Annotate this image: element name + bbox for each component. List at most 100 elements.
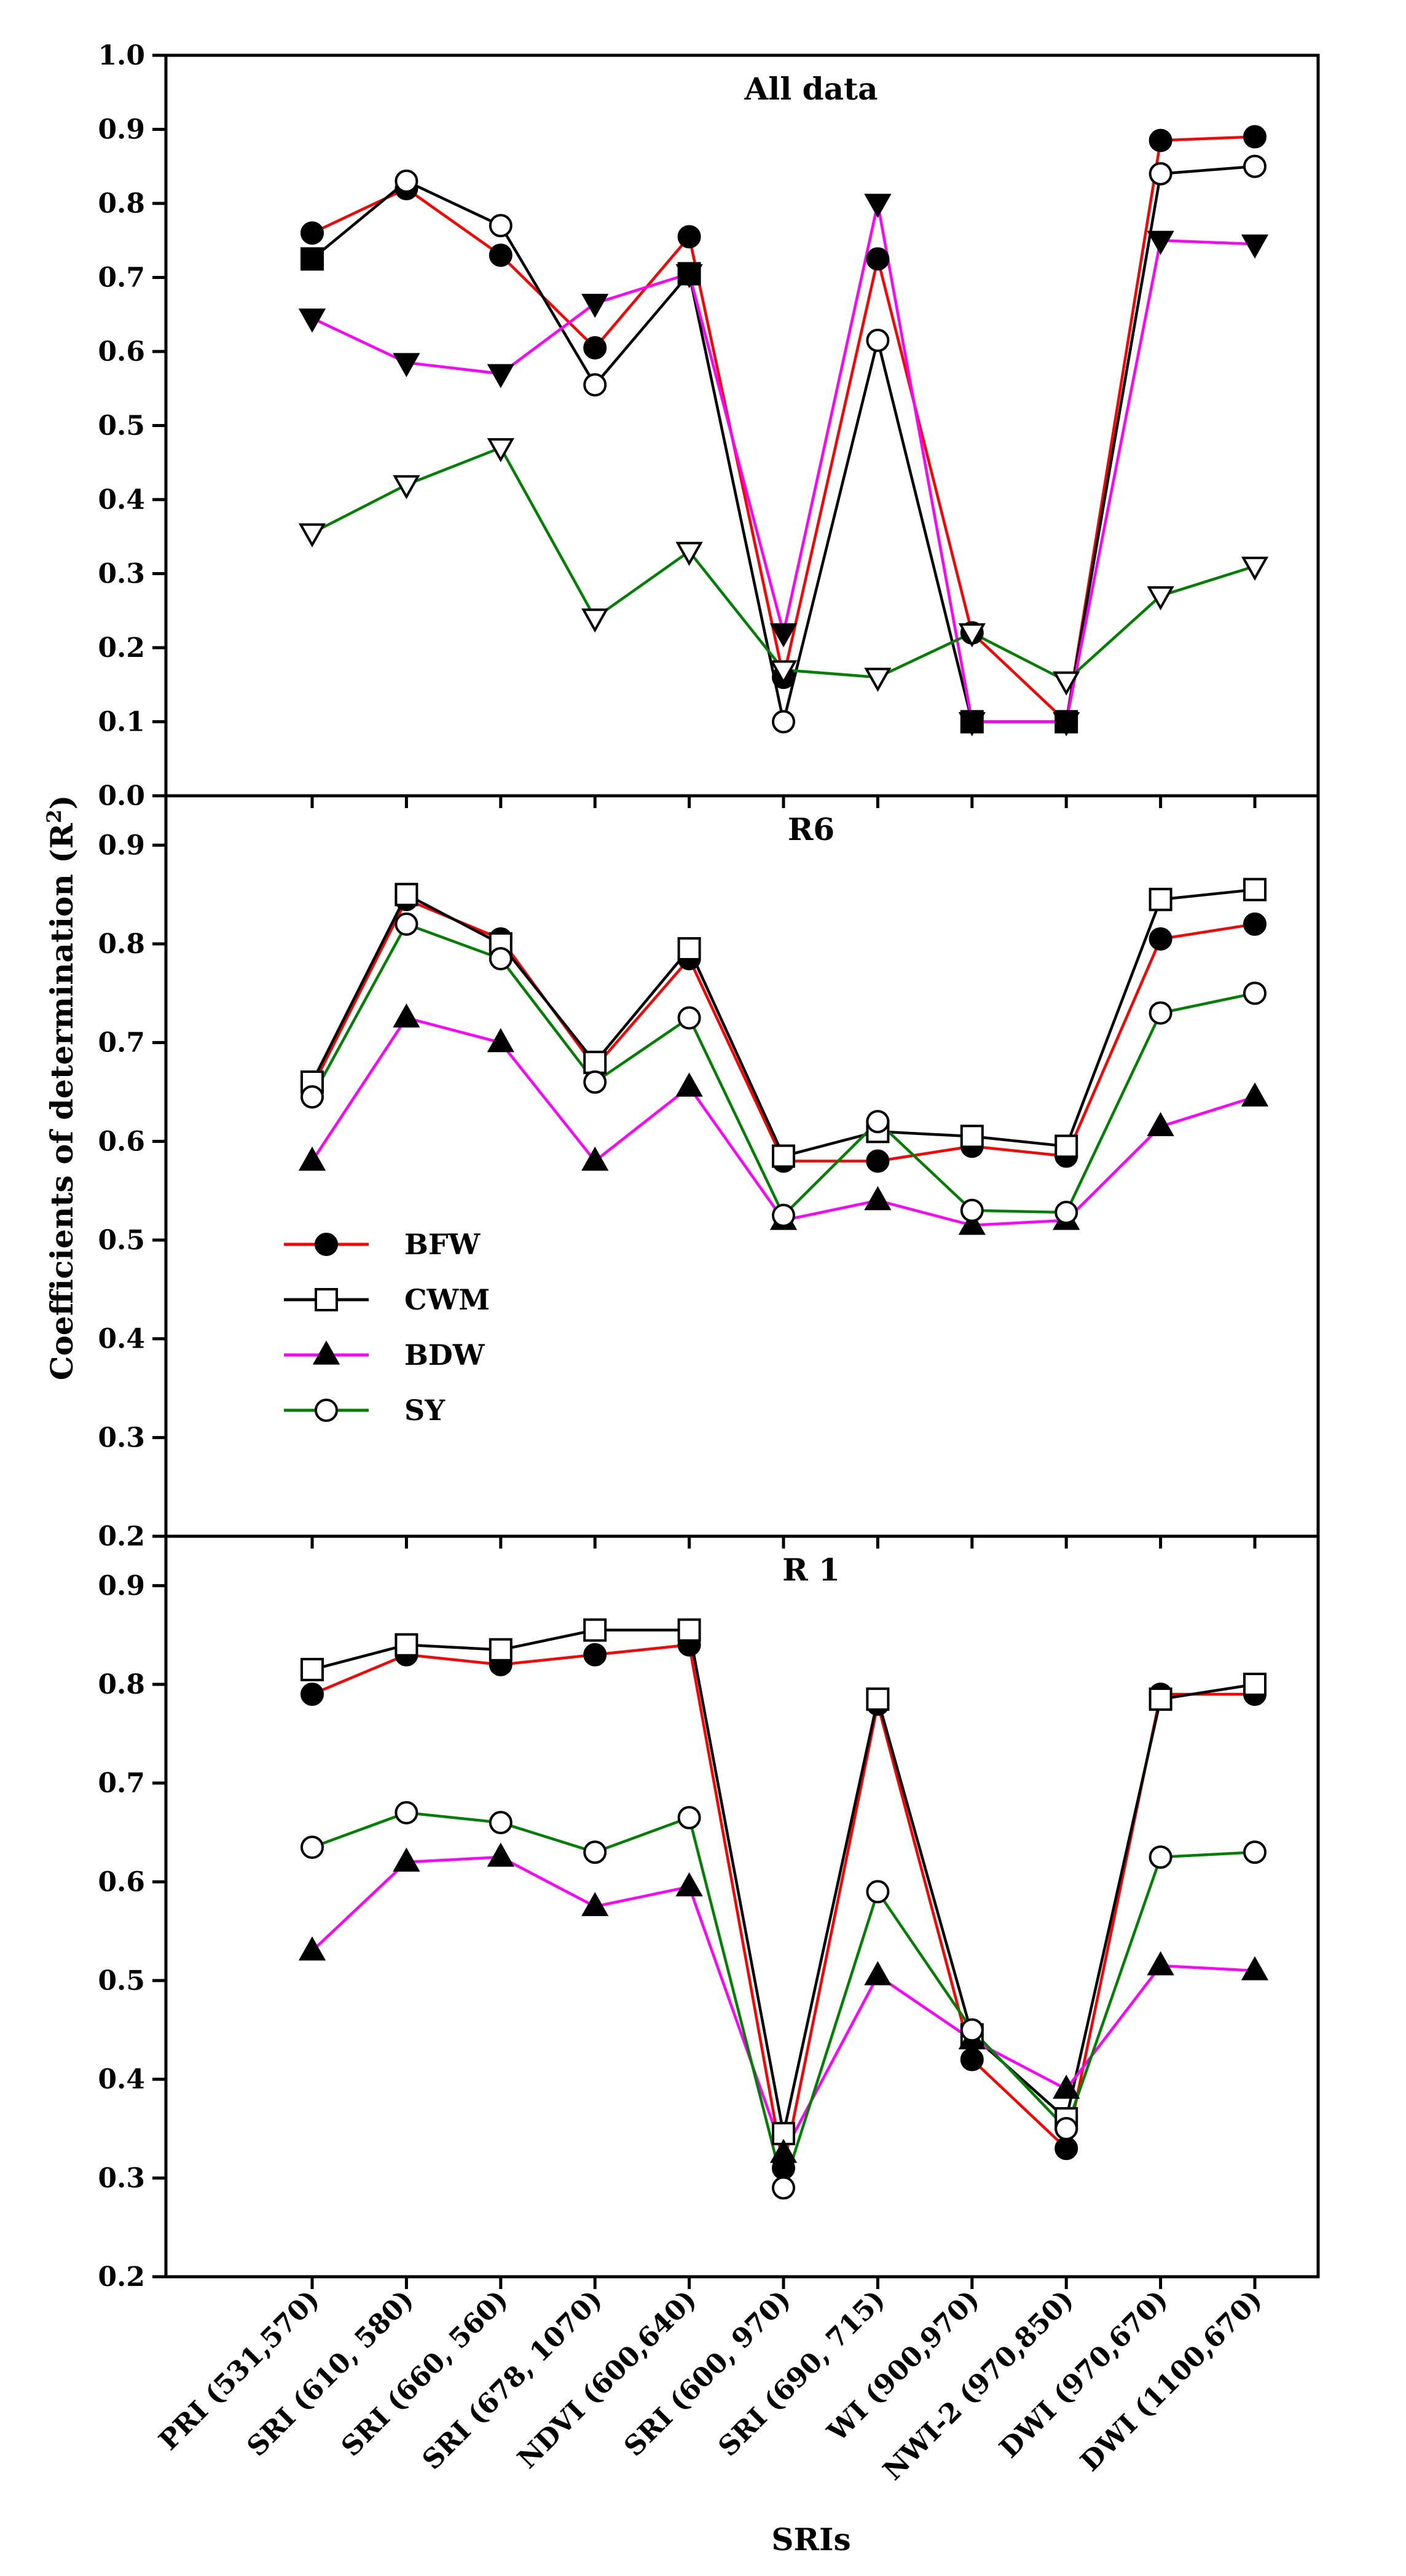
x-tick-label: SRI (660, 560) (336, 2284, 514, 2463)
panel-title: All data (744, 71, 878, 107)
series-line-bdw (311, 1855, 1255, 2157)
y-tick-label: 0.4 (98, 1324, 145, 1355)
data-point-sy (1149, 1845, 1172, 1869)
data-point-sy (583, 1070, 607, 1094)
legend-label: SY (404, 1394, 446, 1427)
data-point-bfw (1149, 128, 1172, 152)
data-point-cwm (489, 1638, 513, 1662)
data-point-bdw (864, 1186, 892, 1211)
data-point-sy (1053, 671, 1080, 696)
y-tick-label: 0.9 (98, 114, 145, 146)
y-axis-label: Coefficients of determination (R2) (42, 795, 80, 1381)
legend-marker (315, 1399, 338, 1422)
y-tick-label: 0.8 (98, 929, 145, 960)
legend: BFW CWM BDW SY (284, 1228, 490, 1427)
data-point-bdw (769, 623, 798, 648)
y-tick-label: 0.7 (98, 1027, 145, 1059)
data-point-bfw (300, 221, 324, 245)
x-tick-label: NWI-2 (970,850) (877, 2284, 1080, 2487)
data-point-bfw (489, 243, 513, 267)
data-point-cwm (960, 1125, 984, 1149)
x-tick-label: SRI (678, 1070) (417, 2284, 608, 2476)
data-point-cwm (1054, 1134, 1078, 1158)
data-point-cwm (1243, 878, 1267, 901)
data-point-bdw (581, 294, 609, 318)
data-point-cwm (300, 247, 324, 271)
data-point-bdw (864, 1961, 892, 1985)
data-point-cwm (583, 373, 607, 397)
data-point-sy (300, 1836, 324, 1859)
data-point-cwm (1243, 154, 1267, 178)
x-tick-label: SRI (600, 970) (618, 2284, 797, 2463)
x-tick-label: NDVI (600,640) (512, 2284, 703, 2475)
y-tick-label: 0.8 (98, 1669, 145, 1700)
data-point-bdw (393, 353, 420, 377)
series-line-cwm (310, 888, 1255, 1158)
y-tick-label: 0.0 (98, 780, 145, 812)
data-point-bdw (487, 1028, 514, 1053)
data-point-bfw (1243, 125, 1267, 149)
legend-entry-bdw: BDW (284, 1338, 485, 1372)
y-tick-label: 0.8 (98, 188, 145, 219)
y-tick-label: 0.3 (98, 559, 145, 590)
data-point-bdw (1053, 712, 1080, 737)
data-point-bfw (866, 1149, 890, 1173)
panel-frame (164, 53, 1320, 798)
data-point-sy (1243, 1840, 1267, 1864)
data-point-bdw (393, 1003, 420, 1028)
data-point-cwm (395, 882, 418, 906)
x-axis-label: SRIs (771, 2521, 850, 2558)
data-point-bdw (487, 1842, 514, 1867)
data-point-sy (1241, 556, 1269, 581)
x-tick-label: PRI (531,570) (153, 2284, 326, 2457)
data-point-bdw (958, 712, 986, 737)
panel-3: 0.2 0.3 0.4 0.5 0.6 0.7 0.8 0.9 R 1 (98, 1534, 1320, 2293)
legend-label: CWM (404, 1283, 490, 1316)
data-point-cwm (677, 937, 701, 961)
panel-frame (164, 794, 1320, 1538)
data-point-sy (866, 1880, 890, 1904)
legend-marker (315, 1288, 338, 1311)
y-tick-label: 1.0 (98, 40, 145, 71)
data-point-sy (769, 660, 798, 685)
legend-marker (312, 1340, 340, 1365)
data-point-sy (395, 1800, 418, 1824)
data-point-sy (960, 2018, 984, 2042)
data-point-bdw (298, 1146, 326, 1171)
x-tick-labels: PRI (531,570)SRI (610, 580)SRI (660, 560… (153, 2284, 1268, 2487)
data-point-bfw (300, 1683, 324, 1706)
data-point-bdw (1053, 2075, 1080, 2099)
y-tick-label: 0.2 (98, 632, 145, 664)
panel-1: 0.0 0.1 0.2 0.3 0.4 0.5 0.6 0.7 0.8 0.9 1.0 All dat… (98, 40, 1320, 812)
data-point-bdw (958, 1211, 986, 1235)
legend-entry-cwm: CWM (284, 1283, 490, 1316)
data-point-sy (1243, 981, 1267, 1005)
data-point-cwm (583, 1050, 607, 1074)
data-point-sy (677, 1006, 701, 1030)
data-point-cwm (395, 169, 418, 193)
y-tick-label: 0.4 (98, 484, 145, 516)
data-point-sy (864, 667, 892, 692)
data-point-bfw (1149, 927, 1172, 951)
data-point-bdw (675, 264, 703, 289)
legend-entry-bfw: BFW (284, 1228, 481, 1261)
y-tick-label: 0.6 (98, 336, 145, 367)
data-point-sy (489, 1810, 513, 1834)
data-point-bfw (677, 225, 701, 249)
data-point-bfw (1243, 912, 1267, 936)
data-point-bfw (583, 336, 607, 359)
data-point-cwm (300, 1657, 324, 1681)
data-point-bdw (769, 2138, 798, 2163)
data-point-cwm (772, 710, 795, 734)
data-point-cwm (866, 328, 890, 352)
y-tick-label: 0.3 (98, 1422, 145, 1453)
y-tick-label: 0.4 (98, 2064, 145, 2095)
y-tick-label: 0.3 (98, 2162, 145, 2194)
x-tick-label: DWI (970,670) (994, 2284, 1174, 2465)
data-point-bdw (393, 1847, 420, 1872)
panel-frame (164, 1534, 1320, 2279)
y-tick-label: 0.9 (98, 830, 145, 861)
data-point-sy (677, 1805, 701, 1829)
data-point-bdw (1147, 1951, 1174, 1976)
